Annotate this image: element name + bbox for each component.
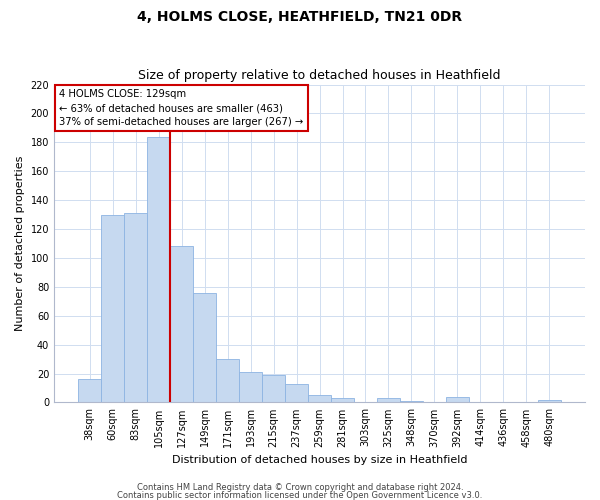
Bar — [78, 380, 101, 402]
Y-axis label: Number of detached properties: Number of detached properties — [15, 156, 25, 331]
Bar — [377, 398, 400, 402]
Bar — [101, 214, 124, 402]
Title: Size of property relative to detached houses in Heathfield: Size of property relative to detached ho… — [138, 69, 501, 82]
Bar — [331, 398, 354, 402]
Bar — [124, 213, 147, 402]
Text: 4 HOLMS CLOSE: 129sqm
← 63% of detached houses are smaller (463)
37% of semi-det: 4 HOLMS CLOSE: 129sqm ← 63% of detached … — [59, 90, 304, 128]
X-axis label: Distribution of detached houses by size in Heathfield: Distribution of detached houses by size … — [172, 455, 467, 465]
Text: Contains public sector information licensed under the Open Government Licence v3: Contains public sector information licen… — [118, 491, 482, 500]
Bar — [262, 375, 285, 402]
Bar — [538, 400, 561, 402]
Bar — [147, 136, 170, 402]
Bar — [308, 395, 331, 402]
Bar — [400, 401, 423, 402]
Bar — [170, 246, 193, 402]
Text: Contains HM Land Registry data © Crown copyright and database right 2024.: Contains HM Land Registry data © Crown c… — [137, 484, 463, 492]
Text: 4, HOLMS CLOSE, HEATHFIELD, TN21 0DR: 4, HOLMS CLOSE, HEATHFIELD, TN21 0DR — [137, 10, 463, 24]
Bar — [193, 292, 216, 403]
Bar — [285, 384, 308, 402]
Bar — [216, 359, 239, 403]
Bar — [446, 396, 469, 402]
Bar — [239, 372, 262, 402]
